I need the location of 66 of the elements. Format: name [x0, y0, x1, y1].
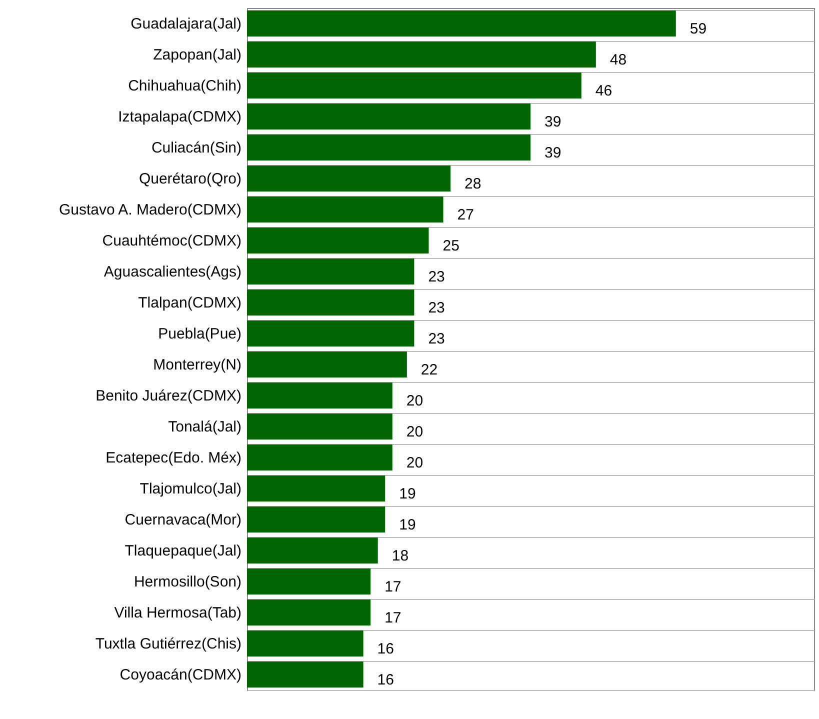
data-label: 59 [690, 20, 707, 38]
bar [247, 382, 392, 409]
bar [247, 134, 530, 161]
data-label: 39 [544, 114, 562, 130]
data-label: 17 [384, 578, 402, 596]
bar [247, 630, 364, 657]
y-tick-label: Gustavo A. Madero(CDMX) [58, 202, 242, 218]
data-label: 23 [428, 330, 445, 348]
y-tick-label: Benito Juárez(CDMX) [96, 388, 242, 404]
y-tick-label: Guadalajara(Jal) [130, 16, 242, 32]
bar [247, 444, 392, 471]
y-tick-label: Monterrey(N) [153, 356, 242, 374]
bar [247, 10, 676, 37]
data-label: 39 [544, 144, 562, 162]
bar [247, 475, 386, 502]
bar [247, 506, 386, 533]
bar [247, 227, 429, 254]
bar [247, 320, 414, 347]
bar [247, 165, 451, 192]
bar [247, 568, 371, 595]
bar [247, 103, 530, 130]
y-tick-label: Tonalá(Jal) [168, 418, 242, 436]
data-label: 18 [392, 548, 409, 564]
y-tick-label: Tuxtla Gutiérrez(Chis) [95, 636, 242, 652]
data-label: 16 [377, 640, 394, 658]
y-tick-label: Hermosillo(Son) [134, 574, 242, 590]
bar [247, 41, 596, 68]
data-label: 22 [420, 362, 438, 378]
y-tick-label: Coyoacán(CDMX) [120, 666, 242, 684]
bar [247, 599, 371, 626]
y-tick-label: Puebla(Pue) [158, 326, 242, 342]
bar [247, 258, 414, 285]
data-label: 46 [595, 82, 612, 100]
y-tick-label: Chihuahua(Chih) [128, 78, 242, 94]
data-label: 27 [457, 206, 474, 224]
bar [247, 661, 364, 688]
bar [247, 289, 414, 316]
data-label: 20 [406, 392, 424, 410]
y-tick-label: Zapopan(Jal) [153, 46, 242, 64]
data-label: 16 [377, 672, 394, 688]
data-label: 23 [428, 268, 445, 286]
data-label: 17 [384, 610, 402, 626]
y-tick-label: Villa Hermosa(Tab) [114, 604, 242, 622]
bar [247, 537, 378, 564]
y-tick-label: Tlalpan(CDMX) [138, 294, 242, 312]
data-label: 25 [442, 238, 460, 254]
bar [247, 72, 582, 99]
data-label: 28 [464, 176, 482, 192]
y-tick-label: Culiacán(Sin) [151, 140, 242, 156]
y-tick-label: Ecatepec(Edo. Méx) [106, 450, 242, 466]
y-tick-label: Cuauhtémoc(CDMX) [102, 232, 242, 250]
y-tick-label: Querétaro(Qro) [138, 170, 242, 188]
data-label: 23 [428, 300, 445, 316]
y-tick-label: Aguascalientes(Ags) [104, 264, 242, 280]
y-tick-label: Tlajomulco(Jal) [140, 480, 242, 498]
data-label: 20 [406, 424, 424, 440]
y-tick-label: Tlaquepaque(Jal) [124, 542, 242, 560]
bar [247, 413, 392, 440]
bar [247, 351, 407, 378]
bar [247, 196, 444, 223]
y-tick-label: Iztapalapa(CDMX) [118, 108, 242, 126]
y-tick-label: Cuernavaca(Mor) [124, 512, 242, 528]
data-label: 48 [610, 52, 627, 68]
data-label: 19 [399, 486, 416, 502]
data-label: 20 [406, 454, 424, 472]
data-label: 19 [399, 516, 416, 534]
